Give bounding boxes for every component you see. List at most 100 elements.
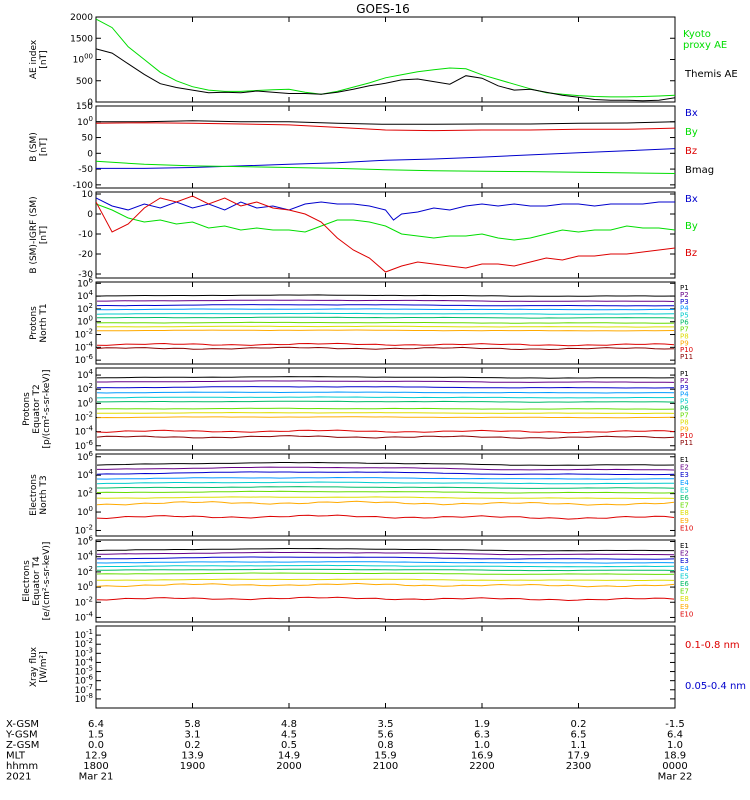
axis-row-value-1-1: 6.4: [88, 719, 104, 730]
axis-row-value-2-1: 1.5: [88, 730, 104, 741]
series-6-9: [96, 500, 675, 506]
legend-5-4: P4: [680, 391, 689, 399]
legend-5-11: P11: [680, 439, 693, 447]
y-tick-label-1-2: 500: [76, 77, 93, 87]
y-label-6-2: North T3: [39, 475, 49, 514]
y-tick-label-5-3: 10-2: [75, 410, 93, 423]
y-tick-label-4-4: 100: [77, 315, 93, 328]
y-tick-label-7-1: 10-4: [75, 610, 94, 623]
series-5-7: [96, 407, 675, 410]
series-2-3: [96, 148, 675, 169]
legend-8-2: 0.05-0.4 nm: [685, 681, 746, 692]
series-5-4: [96, 391, 675, 394]
series-2-2: [96, 122, 675, 132]
series-5-8: [96, 411, 675, 414]
y-label-1-2: [nT]: [39, 50, 49, 68]
y-tick-label-6-2: 100: [77, 505, 93, 518]
legend-4-10: P10: [680, 346, 693, 354]
series-6-5: [96, 481, 675, 485]
y-tick-label-5-4: 100: [77, 396, 93, 409]
y-tick-label-3-5: 10: [82, 190, 94, 200]
legend-7-1: E1: [680, 542, 689, 550]
y-label-7-1: Electrons: [22, 560, 32, 602]
series-6-4: [96, 476, 675, 480]
axis-row-value-1-4: 3.5: [378, 719, 394, 730]
series-7-4: [96, 561, 675, 564]
series-7-1: [96, 547, 674, 552]
legend-4-7: P7: [680, 325, 689, 333]
series-5-10: [96, 429, 675, 434]
panel-frame-6: [95, 453, 676, 537]
legend-3-2: By: [685, 221, 698, 232]
series-7-6: [97, 568, 675, 572]
axis-row-value-4-5: 16.9: [471, 751, 493, 762]
series-5-2: [97, 380, 675, 383]
axis-row-value-2-4: 5.6: [378, 730, 394, 741]
y-label-3-1: B (SM)-IGRF (SM): [29, 196, 39, 273]
series-6-7: [96, 490, 675, 494]
panel-frame-7: [95, 539, 676, 623]
legend-2-1: Bx: [685, 108, 698, 119]
legend-6-5: E5: [680, 486, 689, 494]
y-tick-label-1-5: 2000: [70, 13, 93, 23]
y-tick-label-3-1: -30: [78, 270, 93, 280]
series-5-1: [96, 376, 675, 379]
legend-7-2: E2: [680, 550, 689, 558]
axis-row-label-4: MLT: [6, 751, 26, 762]
axis-row-value-2-5: 6.3: [474, 730, 490, 741]
y-tick-label-3-4: 0: [87, 210, 93, 220]
y-label-1-1: AE index: [29, 39, 39, 79]
series-4-4: [96, 308, 675, 311]
legend-6-1: E1: [680, 456, 689, 464]
axis-row-label-2: Y-GSM: [5, 730, 38, 741]
axis-row-value-6-1: Mar 21: [79, 772, 114, 783]
legend-8-1: 0.1-0.8 nm: [685, 640, 740, 651]
y-tick-label-1-1: 0: [87, 98, 93, 108]
series-7-9: [96, 582, 675, 588]
series-6-1: [96, 461, 675, 466]
legend-5-10: P10: [680, 432, 693, 440]
axis-row-value-1-3: 4.8: [281, 719, 297, 730]
legend-6-7: E7: [680, 502, 689, 510]
legend-1-3: Themis AE: [684, 69, 738, 80]
legend-2-2: By: [685, 127, 698, 138]
series-6-6: [97, 486, 675, 489]
y-tick-label-2-2: -50: [78, 165, 93, 175]
series-7-3: [96, 556, 675, 560]
series-4-9: [96, 329, 675, 332]
legend-6-9: E9: [680, 517, 689, 525]
y-tick-label-7-3: 100: [77, 580, 93, 593]
y-tick-label-5-2: 10-4: [75, 425, 94, 438]
legend-4-5: P5: [680, 312, 689, 320]
axis-row-value-2-6: 6.5: [571, 730, 587, 741]
axis-row-value-2-7: 6.4: [667, 730, 683, 741]
axis-row-value-5-5: 2200: [469, 761, 494, 772]
series-7-7: [96, 572, 675, 575]
y-tick-label-3-3: -10: [78, 230, 93, 240]
y-tick-label-2-1: -100: [73, 181, 94, 191]
y-tick-label-2-4: 50: [82, 134, 94, 144]
axis-row-value-1-6: 0.2: [571, 719, 587, 730]
y-label-4-2: North T1: [39, 303, 49, 342]
series-1-2: [96, 48, 675, 102]
legend-4-6: P6: [680, 319, 689, 327]
legend-7-6: E6: [680, 580, 689, 588]
legend-6-8: E8: [680, 509, 689, 517]
panel-frame-1: [95, 16, 676, 103]
y-tick-label-1-4: 1500: [70, 34, 93, 44]
axis-row-value-1-2: 5.8: [185, 719, 201, 730]
legend-1-1: Kyoto: [683, 29, 711, 40]
legend-5-5: P5: [680, 398, 689, 406]
axis-row-value-1-7: -1.5: [665, 719, 685, 730]
y-tick-label-6-3: 102: [77, 487, 93, 500]
y-label-7-2: Equator T4: [32, 556, 42, 606]
y-label-5-3: [p/(cm²-s-sr-keV)]: [42, 370, 52, 449]
legend-5-8: P8: [680, 418, 689, 426]
legend-2-4: Bmag: [685, 165, 714, 176]
y-tick-label-2-5: 100: [77, 115, 93, 128]
legend-4-3: P3: [680, 298, 689, 306]
axis-row-label-5: hhmm: [6, 761, 38, 772]
series-7-5: [96, 564, 675, 568]
legend-6-6: E6: [680, 494, 689, 502]
